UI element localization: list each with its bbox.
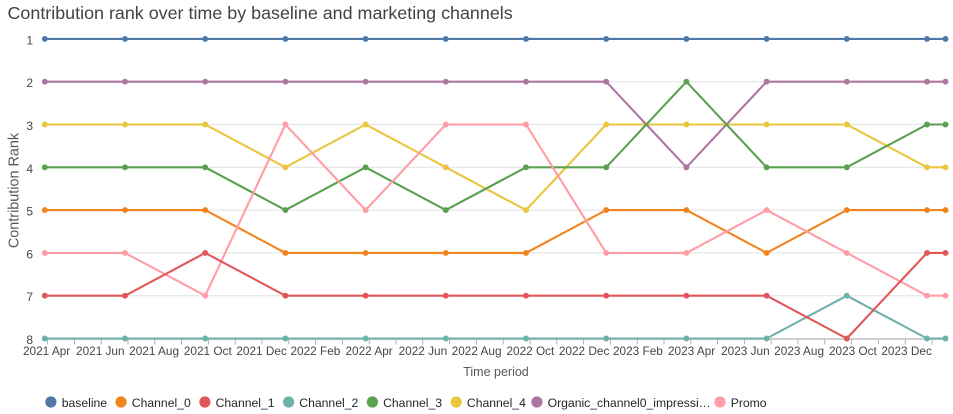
svg-text:Channel_3: Channel_3	[383, 396, 442, 410]
svg-text:2023 Oct: 2023 Oct	[829, 344, 878, 358]
svg-text:2022 Dec: 2022 Dec	[559, 344, 610, 358]
svg-text:2021 Oct: 2021 Oct	[184, 344, 233, 358]
svg-text:2023 Jun: 2023 Jun	[721, 344, 770, 358]
svg-text:Promo: Promo	[731, 396, 767, 410]
svg-text:2023 Feb: 2023 Feb	[613, 344, 663, 358]
svg-text:2022 Jun: 2022 Jun	[399, 344, 448, 358]
svg-text:2023 Dec: 2023 Dec	[881, 344, 932, 358]
svg-text:2022 Aug: 2022 Aug	[452, 344, 502, 358]
svg-text:7: 7	[26, 290, 33, 304]
svg-text:2023 Aug: 2023 Aug	[774, 344, 824, 358]
svg-text:2021 Apr: 2021 Apr	[23, 344, 70, 358]
svg-text:1: 1	[26, 33, 33, 47]
svg-text:2021 Dec: 2021 Dec	[236, 344, 287, 358]
svg-text:Time period: Time period	[463, 365, 529, 379]
svg-text:baseline: baseline	[62, 396, 108, 410]
svg-text:2022 Feb: 2022 Feb	[290, 344, 340, 358]
svg-text:Channel_0: Channel_0	[132, 396, 191, 410]
svg-text:2022 Apr: 2022 Apr	[345, 344, 392, 358]
svg-text:Channel_2: Channel_2	[299, 396, 358, 410]
svg-text:5: 5	[26, 205, 33, 219]
svg-text:2023 Apr: 2023 Apr	[668, 344, 715, 358]
svg-text:2021 Aug: 2021 Aug	[129, 344, 179, 358]
svg-text:2022 Oct: 2022 Oct	[506, 344, 555, 358]
svg-text:2021 Jun: 2021 Jun	[76, 344, 125, 358]
svg-text:8: 8	[26, 333, 33, 347]
svg-text:Contribution rank over time by: Contribution rank over time by baseline …	[8, 3, 513, 23]
svg-text:Channel_1: Channel_1	[216, 396, 275, 410]
svg-text:6: 6	[26, 247, 33, 261]
svg-text:Organic_channel0_impressi…: Organic_channel0_impressi…	[548, 396, 711, 410]
svg-text:2: 2	[26, 76, 33, 90]
svg-text:Contribution Rank: Contribution Rank	[7, 132, 23, 248]
svg-text:3: 3	[26, 119, 33, 133]
svg-text:Channel_4: Channel_4	[467, 396, 526, 410]
svg-text:4: 4	[26, 162, 33, 176]
